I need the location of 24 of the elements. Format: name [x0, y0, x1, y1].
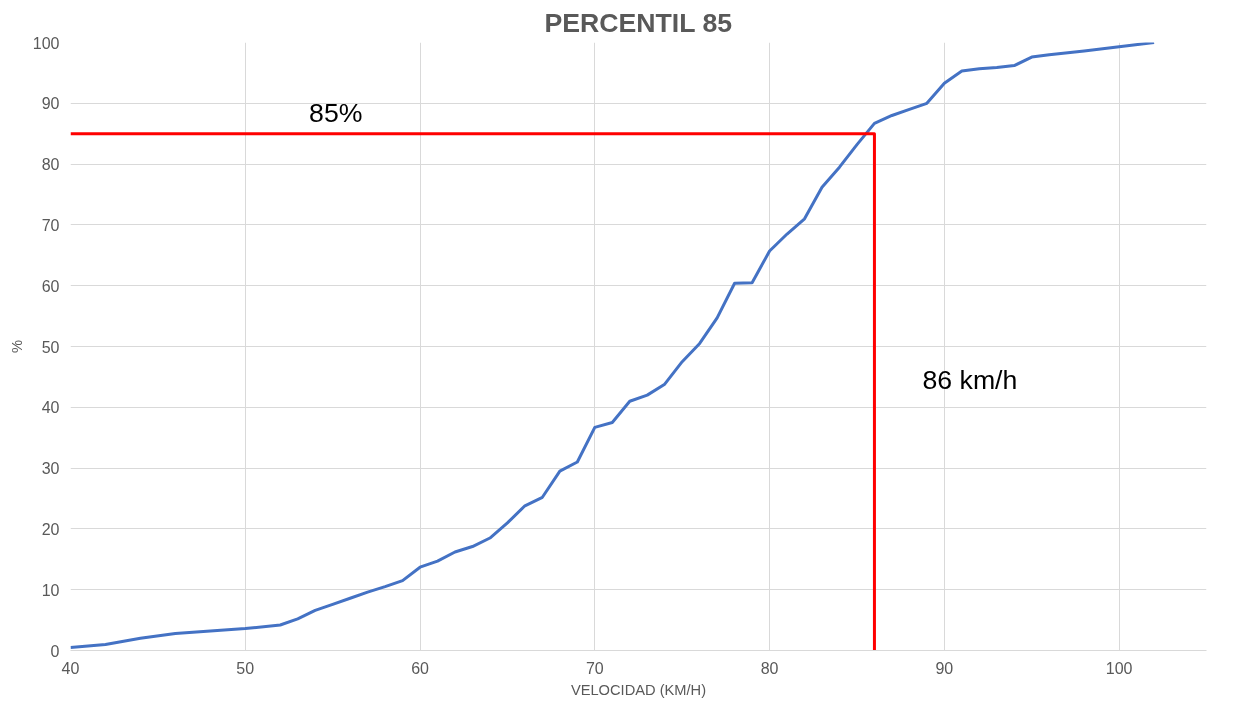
y-tick-label: 70	[41, 216, 60, 234]
line-series	[70, 42, 1156, 649]
y-tick-label: 80	[41, 156, 60, 174]
x-tick-label: 50	[236, 659, 255, 677]
y-tick-label: 60	[41, 277, 60, 295]
chart-title: PERCENTIL 85	[544, 7, 733, 38]
y-tick-label: 30	[41, 460, 60, 478]
x-tick-label: 90	[935, 659, 954, 677]
y-tick-label: 10	[41, 581, 60, 599]
x-tick-label: 70	[585, 659, 604, 677]
x-axis-title: VELOCIDAD (KM/H)	[570, 681, 707, 698]
y-tick-label: 0	[50, 642, 60, 660]
x-tick-label: 60	[411, 659, 430, 677]
x-tick-label: 80	[760, 659, 779, 677]
x-tick-label: 100	[1105, 659, 1133, 677]
y-tick-label: 100	[32, 34, 60, 52]
x-tick-label: 40	[61, 659, 80, 677]
y-tick-label: 40	[41, 399, 60, 417]
y-tick-label: 90	[41, 95, 60, 113]
annotation: 86 km/h	[922, 365, 1018, 396]
y-tick-label: 20	[41, 520, 60, 538]
y-tick-label: 50	[41, 338, 60, 356]
y-axis-title: %	[8, 339, 25, 354]
annotation: 85%	[309, 97, 363, 128]
